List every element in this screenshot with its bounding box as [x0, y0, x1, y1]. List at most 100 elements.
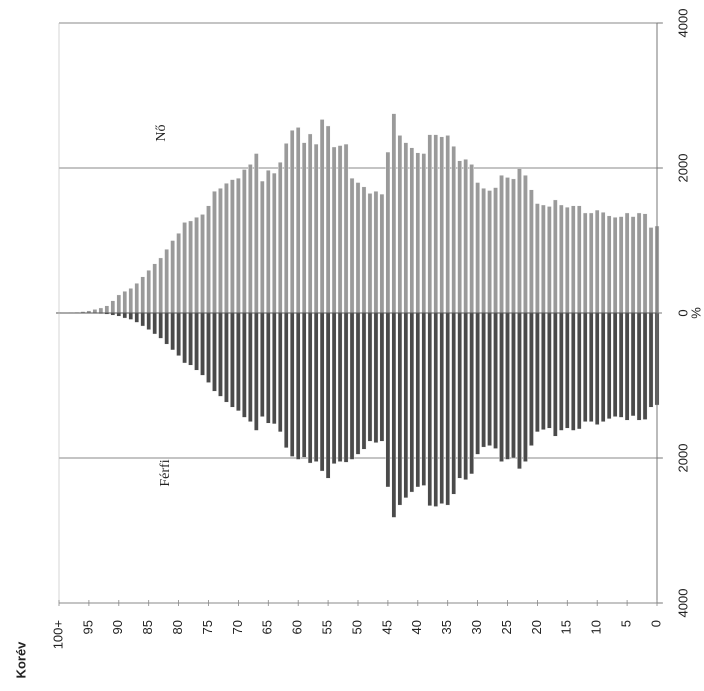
bar-female: [104, 305, 110, 314]
bar-female: [409, 147, 415, 314]
bar-female: [439, 136, 445, 314]
bar-male: [499, 312, 504, 462]
bar-male: [236, 312, 241, 412]
bar-female: [355, 182, 361, 314]
bar-male: [337, 312, 343, 462]
bar-female: [517, 168, 522, 314]
bar-male: [523, 312, 528, 462]
bar-female: [463, 159, 468, 314]
value-axis-ticks: 4000 2000 0 2000 4000: [657, 9, 690, 617]
bar-female: [499, 175, 504, 314]
bar-male: [176, 312, 181, 356]
bar-female: [200, 214, 205, 314]
category-tick-label: 35: [439, 620, 454, 634]
bar-male: [475, 312, 480, 455]
bar-male: [421, 312, 427, 486]
bar-female: [636, 212, 642, 314]
bar-female: [361, 186, 367, 314]
bar-male: [559, 312, 564, 431]
bar-female: [415, 152, 421, 314]
bar-female: [110, 300, 116, 314]
bar-female: [445, 135, 450, 314]
bar-female: [612, 217, 618, 314]
bar-male: [594, 312, 600, 425]
bar-male: [511, 312, 516, 459]
bar-male: [164, 312, 169, 345]
bar-female: [194, 217, 199, 314]
bar-female: [146, 270, 152, 314]
bar-male: [451, 312, 456, 495]
bar-male: [457, 312, 462, 479]
bar-male: [230, 312, 235, 408]
category-tick-label: 20: [529, 620, 544, 634]
category-tick-label: 5: [619, 620, 634, 627]
bar-female: [451, 146, 456, 314]
bar-male: [194, 312, 199, 371]
category-tick-label: 30: [469, 620, 484, 634]
bar-female: [158, 257, 163, 314]
bar-male: [307, 312, 313, 464]
bar-male: [588, 312, 594, 422]
bar-female: [606, 215, 612, 314]
bar-male: [487, 312, 492, 446]
bar-male: [493, 312, 498, 449]
category-tick-label: 40: [409, 620, 424, 634]
category-tick-label: 100+: [50, 620, 65, 649]
bar-male: [266, 312, 271, 424]
bar-male: [313, 312, 319, 462]
bar-male: [254, 312, 259, 431]
value-tick-label: 4000: [675, 9, 690, 38]
bar-female: [295, 127, 301, 314]
bar-male: [541, 312, 546, 430]
value-axis-unit: %: [688, 307, 703, 319]
bar-male: [624, 312, 630, 421]
bar-male: [212, 312, 217, 392]
bar-male: [188, 312, 193, 366]
bar-female: [523, 175, 528, 314]
bar-female: [487, 190, 492, 314]
bar-male: [319, 312, 325, 472]
bar-male: [242, 312, 247, 418]
bar-male: [547, 312, 552, 429]
bar-female: [547, 206, 552, 314]
bar-female: [582, 212, 588, 314]
bar-female: [289, 130, 295, 314]
bar-female: [403, 142, 409, 314]
bar-female: [331, 146, 337, 314]
category-tick-label: 50: [349, 620, 364, 634]
value-tick-label: 2000: [675, 444, 690, 473]
bar-male: [570, 312, 576, 431]
series-label-male: Férfi: [158, 459, 173, 486]
bars: [56, 113, 660, 518]
bar-male: [134, 312, 140, 323]
bar-male: [427, 312, 433, 507]
bar-female: [98, 307, 104, 314]
bar-male: [224, 312, 229, 403]
bar-female: [385, 151, 391, 314]
bar-female: [630, 216, 636, 314]
bar-female: [469, 164, 474, 314]
bar-female: [140, 276, 146, 314]
bar-male: [397, 312, 403, 506]
category-tick-label: 75: [200, 620, 215, 634]
bar-male: [295, 312, 301, 460]
category-tick-label: 45: [379, 620, 394, 634]
bar-male: [140, 312, 146, 327]
bar-male: [325, 312, 331, 479]
bar-male: [301, 312, 307, 458]
bar-female: [391, 113, 397, 314]
bar-male: [146, 312, 152, 330]
category-tick-label: 65: [260, 620, 275, 634]
bar-female: [594, 209, 600, 314]
bar-male: [277, 312, 283, 433]
bar-female: [600, 212, 606, 314]
bar-male: [355, 312, 361, 455]
bar-female: [624, 212, 630, 314]
bar-male: [612, 312, 618, 417]
bar-female: [134, 283, 140, 314]
bar-female: [230, 179, 235, 314]
bar-male: [535, 312, 540, 433]
bar-male: [331, 312, 337, 465]
bar-female: [218, 188, 223, 314]
